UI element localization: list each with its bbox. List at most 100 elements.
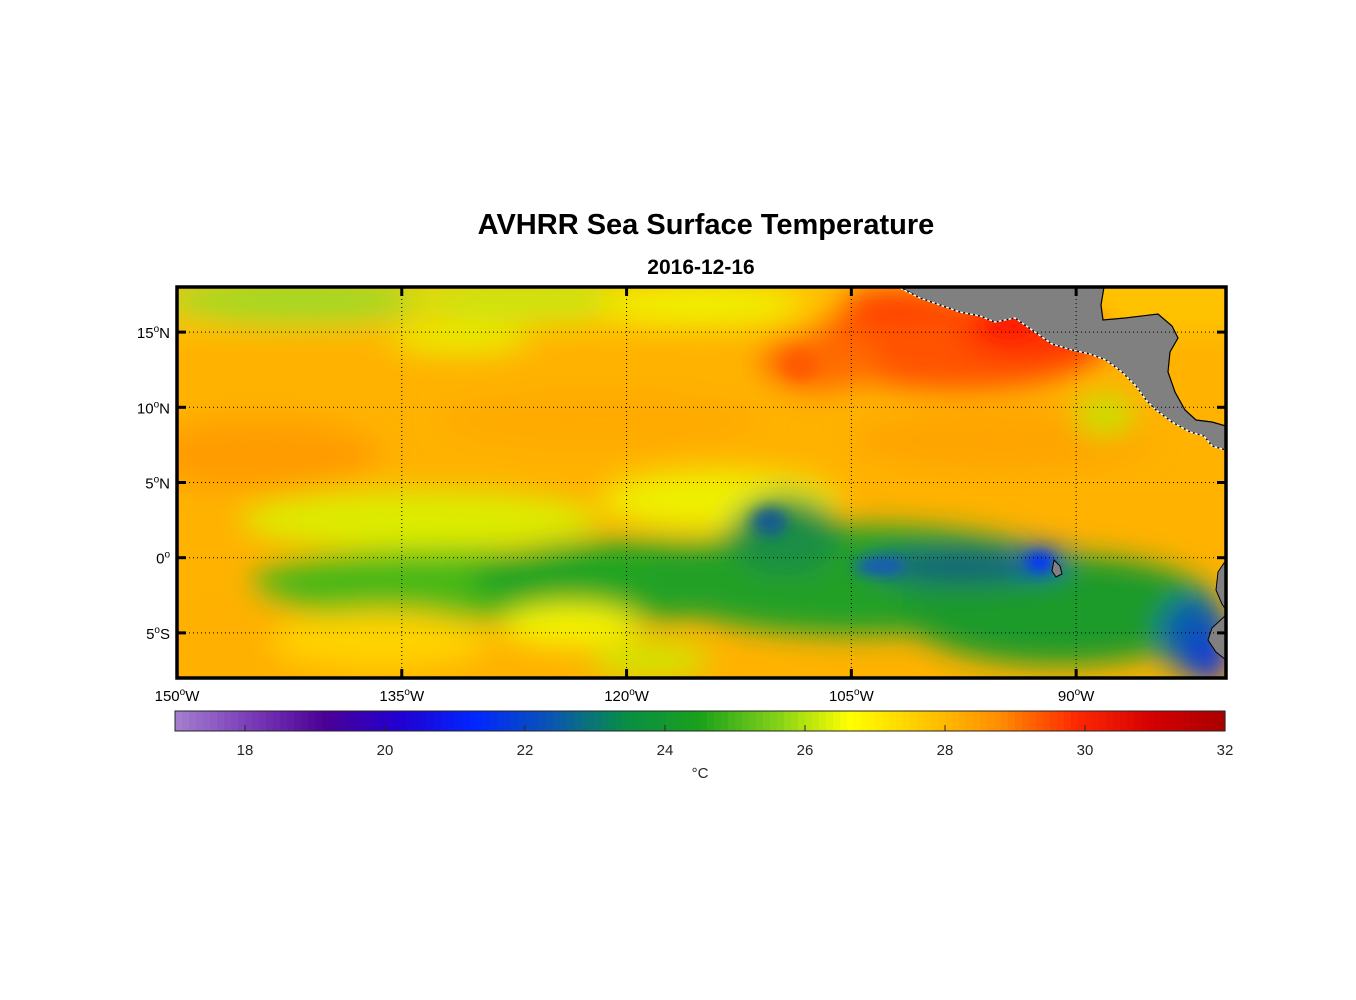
colorbar-swatch — [910, 711, 918, 731]
latitude-labels: 15oN 10oN 5oN 0o 5oS — [137, 324, 171, 643]
colorbar-swatch — [539, 711, 547, 731]
colorbar-swatch — [868, 711, 876, 731]
colorbar-swatch — [819, 711, 827, 731]
colorbar-swatch — [1092, 711, 1100, 731]
colorbar-swatch — [770, 711, 778, 731]
colorbar-swatch — [1008, 711, 1016, 731]
colorbar-tick-label: 22 — [517, 742, 534, 759]
colorbar-swatch — [553, 711, 561, 731]
colorbar-swatch — [609, 711, 617, 731]
colorbar-swatch — [882, 711, 890, 731]
colorbar-tick-label: 18 — [237, 742, 254, 759]
colorbar-tick-label: 32 — [1217, 742, 1234, 759]
colorbar-swatch — [406, 711, 414, 731]
colorbar-swatch — [385, 711, 393, 731]
sst-heatmap — [177, 287, 1226, 678]
colorbar-swatch — [378, 711, 386, 731]
colorbar-swatch — [280, 711, 288, 731]
colorbar-swatch — [616, 711, 624, 731]
colorbar-swatch — [525, 711, 533, 731]
colorbar-swatch — [756, 711, 764, 731]
colorbar-swatch — [630, 711, 638, 731]
colorbar-swatch — [931, 711, 939, 731]
colorbar-swatch — [546, 711, 554, 731]
colorbar-swatch — [371, 711, 379, 731]
colorbar-swatch — [1043, 711, 1051, 731]
colorbar-swatch — [602, 711, 610, 731]
colorbar-swatch — [315, 711, 323, 731]
colorbar-frame — [174, 710, 1226, 732]
colorbar-swatch — [973, 711, 981, 731]
colorbar-swatch — [938, 711, 946, 731]
colorbar-tick-label: 30 — [1077, 742, 1094, 759]
colorbar-swatch — [266, 711, 274, 731]
colorbar-swatch — [1127, 711, 1135, 731]
colorbar-swatch — [1134, 711, 1142, 731]
colorbar-swatch — [560, 711, 568, 731]
colorbar-swatch — [203, 711, 211, 731]
colorbar-swatch — [742, 711, 750, 731]
lat-tick-label: 0o — [156, 550, 170, 568]
colorbar-swatch — [497, 711, 505, 731]
colorbar-swatch — [679, 711, 687, 731]
colorbar-swatch — [651, 711, 659, 731]
colorbar-swatch — [1176, 711, 1184, 731]
colorbar-swatch — [1057, 711, 1065, 731]
colorbar-swatch — [791, 711, 799, 731]
colorbar-swatch — [483, 711, 491, 731]
colorbar-swatch — [749, 711, 757, 731]
colorbar-swatch — [343, 711, 351, 731]
colorbar-swatch — [252, 711, 260, 731]
colorbar-swatch — [189, 711, 197, 731]
colorbar-swatch — [959, 711, 967, 731]
colorbar-swatch — [721, 711, 729, 731]
colorbar-swatch — [980, 711, 988, 731]
colorbar-swatch — [504, 711, 512, 731]
colorbar-swatch — [434, 711, 442, 731]
lon-tick-label: 120oW — [604, 687, 650, 705]
colorbar-swatch — [1155, 711, 1163, 731]
colorbar-swatch — [924, 711, 932, 731]
colorbar-swatch — [1211, 711, 1219, 731]
colorbar-swatch — [420, 711, 428, 731]
colorbar-tick-label: 20 — [377, 742, 394, 759]
colorbar-swatch — [518, 711, 526, 731]
colorbar-swatch — [1064, 711, 1072, 731]
colorbar-swatch — [245, 711, 253, 731]
colorbar-swatch — [1022, 711, 1030, 731]
colorbar-tick-label: 24 — [657, 742, 674, 759]
lon-tick-label: 150oW — [155, 687, 201, 705]
colorbar-ticks: 18 20 22 24 26 28 30 32 — [237, 725, 1234, 759]
colorbar-swatch — [847, 711, 855, 731]
colorbar-swatch — [686, 711, 694, 731]
colorbar-swatch — [672, 711, 680, 731]
colorbar-swatch — [588, 711, 596, 731]
colorbar-swatch — [322, 711, 330, 731]
colorbar-swatch — [364, 711, 372, 731]
lat-tick-label: 5oS — [146, 625, 170, 643]
colorbar-swatch — [665, 711, 673, 731]
colorbar-swatch — [350, 711, 358, 731]
colorbar-swatch — [462, 711, 470, 731]
colorbar-swatch — [833, 711, 841, 731]
colorbar-swatch — [1071, 711, 1079, 731]
colorbar-swatch — [217, 711, 225, 731]
colorbar-swatch — [210, 711, 218, 731]
colorbar-swatch — [903, 711, 911, 731]
colorbar-swatch — [231, 711, 239, 731]
colorbar-swatch — [1197, 711, 1205, 731]
colorbar-swatch — [182, 711, 190, 731]
colorbar-swatch — [1162, 711, 1170, 731]
colorbar-swatch — [287, 711, 295, 731]
colorbar-swatch — [1050, 711, 1058, 731]
colorbar-swatch — [875, 711, 883, 731]
lon-tick-label: 135oW — [379, 687, 425, 705]
colorbar-swatch — [308, 711, 316, 731]
colorbar-swatch — [1036, 711, 1044, 731]
colorbar-swatch — [1099, 711, 1107, 731]
lat-tick-label: 5oN — [145, 475, 170, 493]
lat-tick-label: 10oN — [137, 399, 170, 417]
colorbar-swatch — [1085, 711, 1093, 731]
